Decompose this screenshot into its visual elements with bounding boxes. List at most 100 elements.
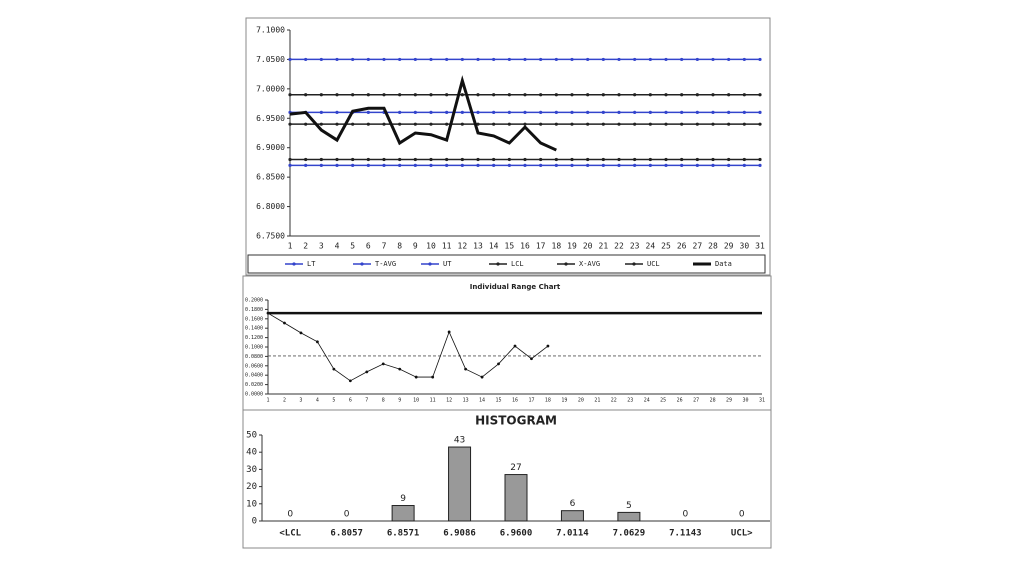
- x-tick-label: 5: [332, 398, 335, 404]
- point: [335, 110, 339, 114]
- point: [680, 93, 684, 97]
- point: [413, 122, 417, 126]
- x-tick-label: 13: [473, 242, 483, 251]
- point: [570, 57, 574, 62]
- bar: [448, 446, 472, 522]
- point: [727, 157, 731, 162]
- point: [398, 122, 402, 126]
- point: [497, 362, 500, 366]
- legend-marker: [564, 262, 568, 266]
- legend-marker: [292, 262, 296, 266]
- y-tick-label: 10: [246, 499, 257, 509]
- point: [601, 157, 605, 162]
- x-tick-label: 9: [413, 242, 418, 251]
- x-tick-label: 8: [397, 242, 402, 251]
- point: [711, 163, 715, 167]
- point: [476, 122, 480, 126]
- x-tick-label: 31: [755, 242, 765, 251]
- point: [664, 163, 668, 167]
- y-tick-label: 7.0500: [256, 55, 285, 64]
- point: [429, 93, 433, 97]
- point: [445, 122, 449, 126]
- point: [523, 122, 527, 126]
- point: [586, 157, 590, 162]
- x-tick-label: 31: [759, 398, 765, 404]
- point: [445, 93, 449, 97]
- series-line: [267, 312, 549, 382]
- point: [742, 157, 746, 162]
- point: [348, 379, 352, 383]
- point: [523, 93, 527, 97]
- value-label: 0: [739, 510, 745, 520]
- point: [445, 110, 449, 114]
- point: [554, 163, 558, 167]
- point: [366, 163, 370, 167]
- point: [539, 163, 543, 167]
- value-label: 9: [400, 494, 406, 504]
- point: [319, 157, 323, 162]
- x-tick-label: 15: [496, 398, 502, 404]
- point: [523, 57, 527, 62]
- x-tick-label: 10: [426, 242, 436, 251]
- y-tick-label: 30: [246, 465, 257, 475]
- point: [758, 57, 762, 62]
- point: [570, 122, 574, 126]
- point: [319, 110, 323, 114]
- point: [680, 163, 684, 167]
- point: [539, 93, 543, 97]
- x-tick-label: 29: [726, 398, 732, 404]
- point: [304, 57, 308, 62]
- point: [507, 110, 511, 114]
- y-tick-label: 0.0400: [245, 373, 263, 379]
- point: [539, 57, 543, 62]
- legend-label: Data: [715, 260, 732, 268]
- point: [601, 110, 605, 114]
- point: [429, 122, 433, 126]
- point: [586, 93, 590, 97]
- x-tick-label: 2: [303, 242, 308, 251]
- y-tick-label: 0: [252, 517, 257, 527]
- point: [742, 110, 746, 114]
- point: [398, 157, 402, 162]
- point: [554, 157, 558, 162]
- point: [727, 122, 731, 126]
- point: [570, 93, 574, 97]
- y-tick-label: 0.1600: [245, 316, 263, 322]
- point: [539, 157, 543, 162]
- x-tick-label: UCL>: [731, 529, 753, 539]
- y-tick-label: 7.1000: [256, 26, 285, 35]
- point: [351, 157, 355, 162]
- x-tick-label: 14: [479, 398, 485, 404]
- point: [680, 122, 684, 126]
- x-tick-label: 12: [458, 242, 468, 251]
- point: [413, 93, 417, 97]
- y-tick-label: 0.0600: [245, 363, 263, 369]
- point: [319, 163, 323, 167]
- point: [413, 57, 417, 62]
- panel-frame: [245, 17, 771, 276]
- legend-label: UCL: [647, 260, 660, 268]
- x-tick-label: 4: [316, 398, 319, 404]
- point: [351, 93, 355, 97]
- x-tick-label: 8: [382, 398, 385, 404]
- point: [586, 57, 590, 62]
- point: [335, 93, 339, 97]
- point: [288, 93, 292, 97]
- point: [304, 93, 308, 97]
- y-tick-label: 0.0000: [245, 392, 263, 398]
- x-tick-label: 15: [505, 242, 515, 251]
- point: [365, 370, 369, 374]
- point: [523, 163, 527, 167]
- point: [429, 57, 433, 62]
- point: [711, 122, 715, 126]
- x-tick-label: 4: [335, 242, 340, 251]
- point: [664, 122, 668, 126]
- point: [513, 344, 517, 348]
- point: [570, 163, 574, 167]
- point: [431, 375, 435, 379]
- point: [413, 157, 417, 162]
- point: [554, 93, 558, 97]
- x-tick-label: 28: [708, 242, 718, 251]
- x-tick-label: 6: [366, 242, 371, 251]
